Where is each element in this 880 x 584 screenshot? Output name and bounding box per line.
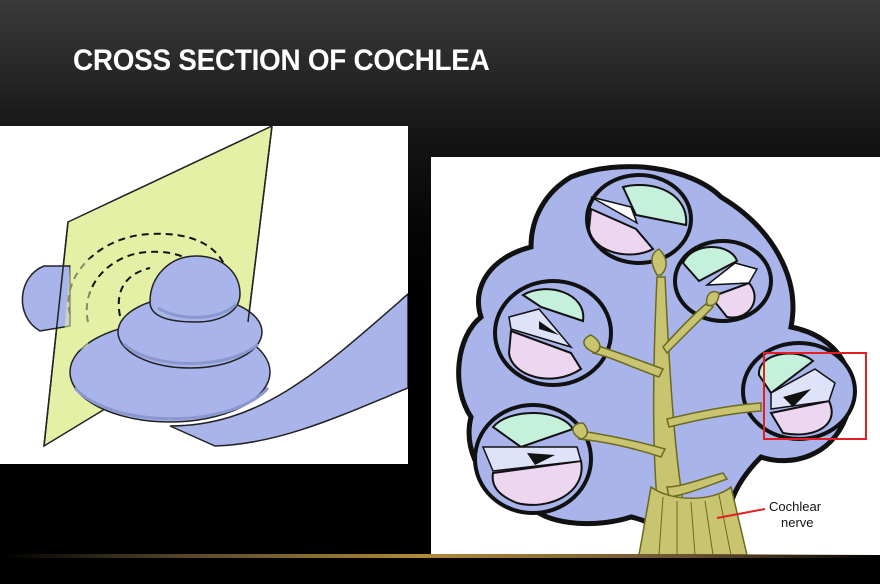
turn-right-lower — [741, 341, 857, 441]
highlight-box — [763, 352, 867, 440]
scala-tympani-bottom — [491, 459, 583, 506]
turn-bottom-left — [473, 403, 593, 515]
scala-vestibuli-upper — [681, 246, 739, 283]
nerve-branches — [572, 248, 762, 556]
label-nerve: nerve — [781, 515, 814, 530]
dashed-turn-3 — [117, 267, 151, 317]
cochlea-cross-section-svg: Cochlear nerve — [456, 164, 867, 558]
scala-vestibuli-top — [621, 183, 688, 227]
label-pointer-line — [716, 508, 766, 519]
cochlea-3d-illustration — [0, 124, 409, 464]
scala-tympani-lower — [769, 399, 833, 436]
cochlear-nerve-bundle — [638, 485, 748, 556]
cochlea-cross-section-illustration: Cochlear nerve — [431, 157, 880, 558]
scala-tympani-middle — [507, 329, 583, 380]
cochlea-apex — [149, 255, 241, 323]
scala-tympani-top — [587, 207, 655, 256]
turn-left-middle — [493, 279, 613, 387]
scala-vestibuli-middle — [521, 288, 585, 323]
cochlea-3d-svg — [21, 124, 409, 448]
turn-top — [585, 173, 693, 265]
scala-tympani-upper — [709, 281, 756, 319]
label-cochlear: Cochlear — [769, 499, 822, 514]
turn-right-upper — [673, 239, 773, 323]
slide-title: CROSS SECTION OF COCHLEA — [73, 44, 490, 77]
section-plane-front — [62, 258, 92, 358]
footer-accent-line — [0, 554, 880, 558]
